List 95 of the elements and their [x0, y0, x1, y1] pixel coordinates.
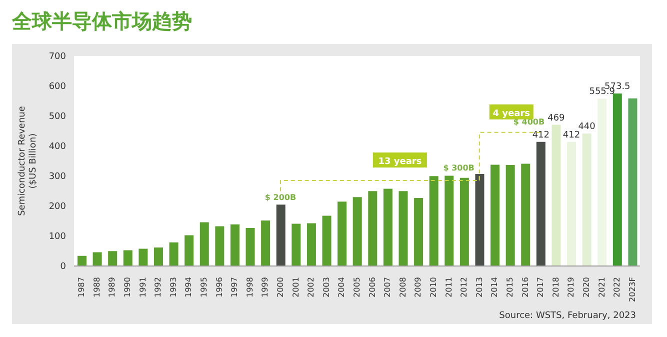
x-tick-label: 1990 — [123, 277, 132, 298]
x-tick-label: 1996 — [214, 277, 224, 298]
data-label: 555.9 — [589, 87, 616, 98]
x-tick-label: 2007 — [383, 277, 392, 298]
x-tick-label: 1995 — [200, 277, 209, 298]
y-tick-label: 400 — [48, 142, 66, 152]
x-tick-label: 2008 — [398, 277, 408, 298]
bar — [475, 174, 484, 266]
y-tick-label: 600 — [48, 82, 66, 92]
bar — [383, 188, 392, 266]
x-tick-label: 2021 — [597, 277, 606, 298]
x-tick-label: 1999 — [260, 277, 270, 298]
bar — [521, 164, 530, 266]
bar — [292, 224, 301, 266]
bar — [628, 98, 638, 266]
bar — [506, 165, 515, 266]
x-tick-label: 1991 — [138, 277, 148, 298]
x-tick-label: 2002 — [306, 277, 316, 298]
x-tick-label: 2006 — [368, 277, 377, 298]
bar — [352, 197, 362, 266]
y-tick-label: 100 — [48, 232, 66, 242]
y-tick-label: 200 — [48, 202, 66, 212]
bar — [138, 248, 148, 266]
data-label: 412 — [562, 130, 580, 140]
bar — [184, 235, 194, 266]
x-tick-label: 2015 — [505, 277, 514, 298]
x-tick-label: 1987 — [77, 277, 86, 298]
bar — [398, 191, 408, 266]
bar — [200, 222, 209, 266]
bar — [322, 216, 332, 266]
chart-title: 全球半导体市场趋势 — [10, 8, 193, 35]
x-tick-label: 1997 — [230, 277, 240, 298]
bar — [123, 250, 132, 266]
bar — [429, 176, 438, 266]
bar — [276, 204, 286, 266]
bar — [215, 226, 224, 266]
bar — [261, 220, 270, 266]
bar — [460, 178, 469, 266]
bar — [338, 202, 347, 266]
y-tick-label: 500 — [48, 112, 66, 122]
x-tick-label: 2011 — [444, 277, 454, 298]
bar — [230, 224, 240, 266]
x-tick-label: 1992 — [154, 277, 163, 298]
x-tick-label: 2013 — [474, 277, 484, 298]
annotation: 4 years — [492, 108, 530, 119]
x-tick-label: 2023F — [628, 276, 637, 302]
bar — [306, 223, 316, 266]
bar — [444, 176, 454, 266]
y-axis-title: Semiconductor Revenue ($US Billion) — [18, 106, 38, 216]
x-tick-label: 2016 — [520, 277, 530, 298]
bar — [598, 98, 607, 266]
annotation: $ 400B — [513, 117, 545, 126]
bar — [78, 256, 86, 266]
bar — [552, 124, 561, 266]
bar — [490, 164, 500, 266]
bar — [108, 251, 118, 266]
x-tick-label: 2019 — [566, 277, 576, 298]
x-tick-label: 2003 — [322, 277, 331, 298]
annotation: $ 300B — [443, 164, 474, 172]
bar — [169, 242, 178, 266]
bar — [536, 142, 546, 266]
x-tick-label: 1994 — [184, 277, 194, 298]
bar — [368, 191, 378, 266]
bar — [582, 134, 592, 266]
data-label: 440 — [578, 122, 596, 132]
x-tick-label: 2005 — [352, 277, 362, 298]
bar — [246, 228, 255, 266]
x-tick-label: 2022 — [612, 277, 622, 298]
data-label: 412 — [532, 130, 550, 140]
bar — [414, 198, 424, 266]
x-tick-label: 1988 — [92, 277, 102, 298]
bar — [567, 142, 576, 266]
annotation: $ 200B — [264, 193, 296, 202]
x-tick-label: 2000 — [276, 277, 286, 298]
x-tick-label: 2017 — [536, 277, 546, 298]
bar — [612, 93, 622, 266]
y-tick-label: 0 — [60, 262, 66, 272]
x-tick-label: 2004 — [337, 277, 346, 298]
y-tick-label: 300 — [48, 172, 66, 182]
bar — [92, 252, 102, 266]
x-tick-label: 2014 — [490, 277, 500, 298]
x-tick-label: 2020 — [582, 277, 591, 298]
source-note: Source: WSTS, February, 2023 — [499, 311, 636, 321]
x-tick-label: 2010 — [428, 277, 438, 298]
x-tick-label: 1993 — [168, 277, 178, 298]
annotation: 13 years — [378, 157, 422, 167]
data-label: 469 — [548, 113, 566, 124]
x-tick-label: 2018 — [551, 277, 560, 298]
x-tick-label: 1989 — [108, 277, 117, 298]
x-tick-label: 2001 — [291, 277, 300, 298]
x-tick-label: 2009 — [414, 277, 423, 298]
bar — [154, 248, 163, 266]
x-tick-label: 1998 — [245, 277, 254, 298]
y-tick-label: 700 — [48, 52, 66, 62]
x-tick-label: 2012 — [460, 277, 469, 298]
